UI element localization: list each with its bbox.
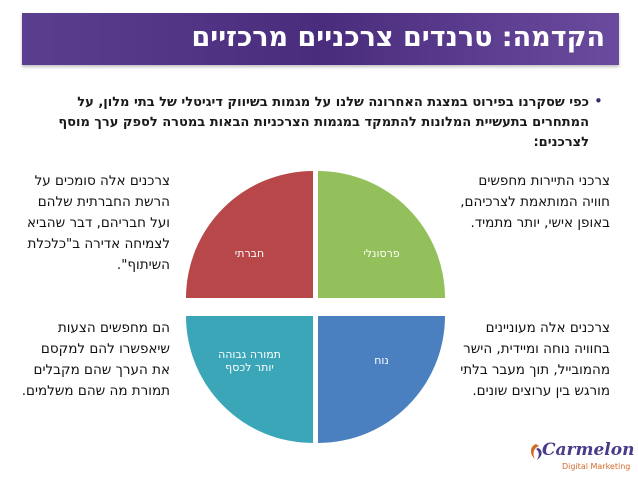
description-social: צרכנים אלה סומכים על הרשת החברתית שלהם ו… (26, 173, 170, 273)
quadrant-convenient-label: נוח (374, 354, 389, 367)
logo-swirl-icon (530, 444, 542, 460)
quadrant-social-label: חברתי (234, 247, 265, 260)
description-convenient: צרכנים אלה מעוניינים בחוויה נוחה ומיידית… (460, 320, 610, 399)
title-bar: הקדמה: טרנדים צרכניים מרכזיים (22, 13, 619, 65)
description-high-return: הם מחפשים הצעות שיאפשרו להם למקסם את הער… (21, 320, 170, 399)
logo-tagline: Digital Marketing (562, 462, 631, 471)
quadrant-personal-label: פרסונלי (363, 247, 400, 260)
quadrant-high-return-label: תמורה גבוהה יותר לכסף (218, 347, 281, 374)
slide-title: הקדמה: טרנדים צרכניים מרכזיים (191, 22, 605, 53)
bullet-icon: • (594, 92, 603, 110)
logo-name: Carmelon (542, 440, 635, 460)
quadrant-personal: פרסונלי (318, 171, 445, 298)
quadrant-social: חברתי (186, 171, 313, 298)
quadrant-high-return: תמורה גבוהה יותר לכסף (186, 316, 313, 443)
description-personal: צרכני התיירות מחפשים חוויה המותאמת לצרכי… (460, 173, 610, 231)
quadrant-convenient: נוח (318, 316, 445, 443)
intro-paragraph: כפי שסקרנו בפירוט במצגת האחרונה שלנו על … (58, 95, 589, 150)
company-logo: Carmelon Digital Marketing (527, 440, 635, 476)
